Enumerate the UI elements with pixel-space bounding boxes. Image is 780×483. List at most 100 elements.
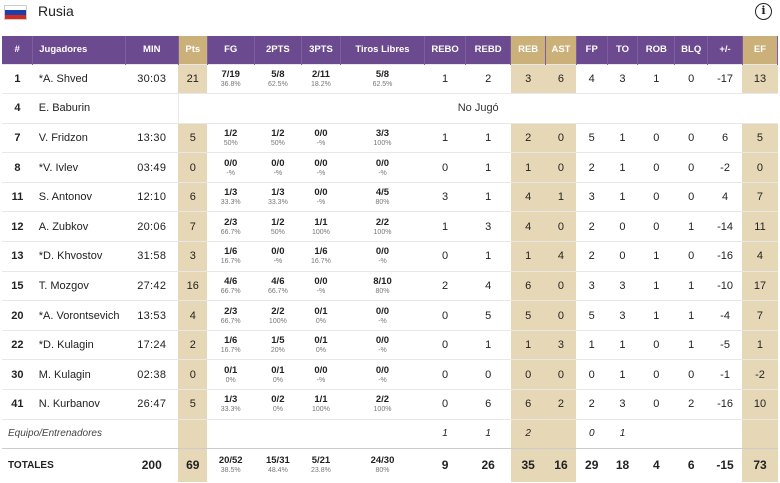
- offensive-rebounds: 0: [424, 329, 466, 360]
- field-goals-percentage: 33.3%: [220, 199, 241, 207]
- player-number: 7: [2, 122, 33, 153]
- russia-flag-icon: [4, 5, 27, 20]
- plus-minus: 4: [707, 181, 743, 212]
- fouls: 1: [576, 329, 608, 360]
- free-throws-percentage: 80%: [375, 199, 390, 207]
- player-name[interactable]: *V. Ivlev: [32, 152, 126, 183]
- column-header-ast[interactable]: AST: [545, 36, 577, 64]
- efficiency: 7: [742, 300, 778, 331]
- efficiency: 11: [742, 211, 778, 242]
- column-header-ef[interactable]: EF: [742, 36, 779, 64]
- turnovers: 1: [607, 181, 638, 212]
- fouls: 2: [576, 241, 608, 272]
- player-number: 1: [2, 63, 33, 94]
- field-goals-made-attempted: 1/3: [224, 394, 238, 406]
- free-throws-made-attempted: 8/10: [373, 275, 392, 287]
- player-number: 12: [2, 211, 33, 242]
- table-row: 13 *D. Khvostov 31:58 3 1/6 16.7% 0/0 -% 1/6 16.7…: [2, 241, 778, 272]
- player-name[interactable]: V. Fridzon: [32, 122, 126, 153]
- field-goals: 1/3 33.3%: [207, 181, 255, 212]
- field-goals: 1/2 50%: [207, 122, 255, 153]
- player-name[interactable]: *A. Vorontsevich: [32, 300, 126, 331]
- blocks: 0: [674, 241, 708, 272]
- steals: 0: [637, 389, 675, 420]
- column-header-rebd[interactable]: REBD: [465, 36, 512, 64]
- efficiency: 10: [742, 389, 778, 420]
- column-header-rob[interactable]: ROB: [637, 36, 676, 64]
- player-name[interactable]: *A. Shved: [32, 63, 126, 94]
- player-name[interactable]: A. Zubkov: [32, 211, 126, 242]
- assists: 0: [545, 270, 577, 301]
- free-throws-made-attempted: 4/5: [375, 187, 390, 199]
- defensive-rebounds: 1: [465, 152, 511, 183]
- two-pointers: 2/2 100%: [254, 300, 302, 331]
- player-name[interactable]: N. Kurbanov: [32, 389, 126, 420]
- three-pointers-percentage: -%: [316, 376, 326, 384]
- fouls: 5: [576, 300, 608, 331]
- total-rebounds: 1: [510, 241, 546, 272]
- field-goals-percentage: 38.5%: [220, 467, 241, 475]
- column-header-[interactable]: +/-: [707, 36, 743, 64]
- offensive-rebounds: 1: [424, 418, 466, 449]
- steals: [637, 418, 675, 449]
- column-header-fp[interactable]: FP: [576, 36, 608, 64]
- field-goals: 1/6 16.7%: [207, 329, 255, 360]
- player-name[interactable]: T. Mozgov: [32, 270, 126, 301]
- box-score-table: # Jugadores MIN Pts FG 2PTS 3PTS Tiros Libres RE…: [2, 36, 779, 482]
- field-goals-percentage: 66.7%: [220, 317, 241, 325]
- free-throws-percentage: 100%: [373, 139, 392, 147]
- free-throws-percentage: 62.5%: [372, 80, 393, 88]
- field-goals-percentage: 36.8%: [220, 80, 241, 88]
- free-throws: 24/30 80%: [340, 448, 425, 482]
- totals-row: TOTALES 200 69 20/52 38.5% 15/31 48.4% 5/21 23.8…: [2, 448, 778, 482]
- two-pointers-made-attempted: 1/2: [271, 216, 285, 228]
- three-pointers-made-attempted: 2/11: [311, 68, 330, 80]
- three-pointers: 0/0 -%: [301, 359, 341, 390]
- turnovers: 3: [607, 300, 638, 331]
- free-throws-made-attempted: 3/3: [375, 127, 390, 139]
- player-number: 8: [2, 152, 33, 183]
- field-goals: 7/19 36.8%: [207, 63, 255, 94]
- info-icon[interactable]: i: [755, 3, 772, 20]
- player-name[interactable]: *D. Kulagin: [32, 329, 126, 360]
- did-not-play: No Jugó: [177, 93, 778, 124]
- column-header-3pts[interactable]: 3PTS: [301, 36, 341, 64]
- column-header-blq[interactable]: BLQ: [674, 36, 709, 64]
- minutes: 13:30: [125, 122, 179, 153]
- player-name[interactable]: S. Antonov: [32, 181, 126, 212]
- table-body: 1 *A. Shved 30:03 21 7/19 36.8% 5/8 62.5% 2/11 18…: [2, 63, 778, 482]
- column-header-2pts[interactable]: 2PTS: [254, 36, 302, 64]
- three-pointers-made-attempted: 5/21: [311, 455, 331, 467]
- column-header-[interactable]: #: [2, 36, 34, 64]
- turnovers: 3: [607, 270, 638, 301]
- column-header-pts[interactable]: Pts: [178, 36, 208, 64]
- offensive-rebounds: 0: [424, 389, 466, 420]
- total-rebounds: 0: [510, 359, 546, 390]
- column-header-jugadores[interactable]: Jugadores: [32, 36, 126, 64]
- column-header-reb[interactable]: REB: [510, 36, 547, 64]
- minutes: [125, 418, 179, 449]
- free-throws-made-attempted: 0/0: [375, 364, 390, 376]
- turnovers: 0: [607, 211, 638, 242]
- player-name[interactable]: M. Kulagin: [32, 359, 126, 390]
- player-name[interactable]: *D. Khvostov: [32, 241, 126, 272]
- three-pointers: 2/11 18.2%: [301, 63, 341, 94]
- efficiency: -2: [742, 359, 778, 390]
- free-throws: 8/10 80%: [340, 270, 425, 301]
- player-name[interactable]: E. Baburin: [32, 93, 126, 124]
- column-header-rebo[interactable]: REBO: [424, 36, 467, 64]
- assists: 6: [545, 63, 577, 94]
- field-goals: 2/3 66.7%: [207, 300, 255, 331]
- points: 3: [178, 241, 208, 272]
- plus-minus: -4: [707, 300, 743, 331]
- two-pointers: 1/2 50%: [254, 211, 302, 242]
- table-row: 4 E. Baburin No Jugó: [2, 93, 778, 124]
- column-header-tiros-libres[interactable]: Tiros Libres: [340, 36, 426, 64]
- blocks: 0: [674, 152, 708, 183]
- column-header-min[interactable]: MIN: [125, 36, 179, 64]
- steals: 0: [637, 329, 675, 360]
- column-header-to[interactable]: TO: [607, 36, 639, 64]
- field-goals: 4/6 66.7%: [207, 270, 255, 301]
- column-header-fg[interactable]: FG: [207, 36, 255, 64]
- blocks: 2: [674, 389, 708, 420]
